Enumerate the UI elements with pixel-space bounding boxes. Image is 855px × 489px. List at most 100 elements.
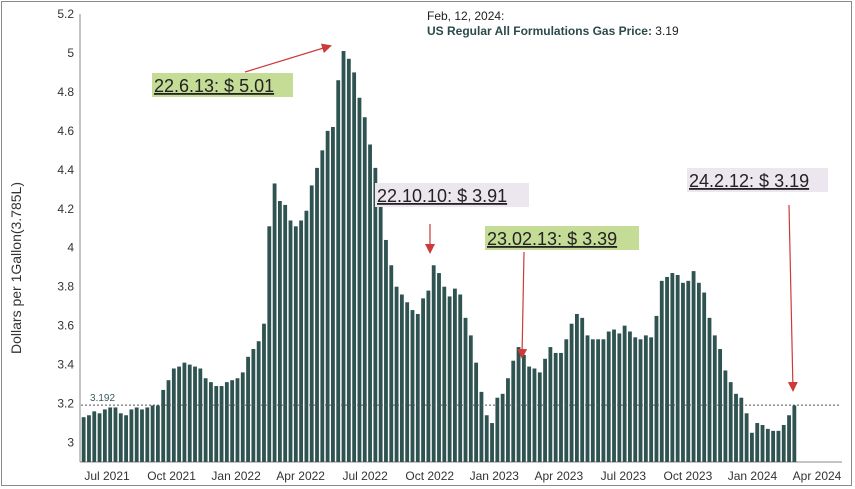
- price-bar[interactable]: [431, 265, 436, 462]
- price-bar[interactable]: [771, 430, 776, 462]
- price-bar[interactable]: [331, 126, 335, 462]
- price-bar[interactable]: [622, 325, 627, 462]
- price-bar[interactable]: [707, 317, 712, 462]
- price-bar[interactable]: [686, 280, 691, 462]
- price-bar[interactable]: [209, 382, 213, 462]
- price-bar[interactable]: [341, 51, 346, 462]
- price-bar[interactable]: [373, 167, 378, 462]
- price-bar[interactable]: [124, 415, 128, 462]
- price-bar[interactable]: [240, 372, 245, 462]
- price-bar[interactable]: [559, 352, 563, 462]
- price-bar[interactable]: [585, 335, 590, 462]
- price-bar[interactable]: [755, 423, 760, 462]
- price-bar[interactable]: [309, 185, 314, 462]
- price-bar[interactable]: [384, 239, 388, 462]
- price-bar[interactable]: [590, 339, 595, 462]
- price-bar[interactable]: [113, 407, 118, 462]
- price-bar[interactable]: [134, 407, 139, 462]
- price-bar[interactable]: [166, 380, 171, 462]
- price-bar[interactable]: [336, 80, 341, 462]
- price-bar[interactable]: [224, 382, 229, 462]
- price-bar[interactable]: [665, 276, 669, 462]
- price-bar[interactable]: [712, 335, 717, 462]
- price-bar[interactable]: [155, 405, 160, 462]
- price-bar[interactable]: [543, 358, 547, 462]
- price-bar[interactable]: [760, 424, 765, 462]
- price-bar[interactable]: [352, 72, 357, 463]
- price-bar[interactable]: [399, 294, 404, 462]
- price-bar[interactable]: [765, 428, 770, 462]
- price-bar[interactable]: [787, 415, 791, 462]
- price-bar[interactable]: [108, 407, 113, 462]
- price-bar[interactable]: [532, 368, 537, 463]
- price-bar[interactable]: [506, 378, 510, 462]
- price-bar[interactable]: [118, 413, 123, 462]
- price-bar[interactable]: [389, 265, 394, 462]
- price-bar[interactable]: [320, 150, 325, 462]
- price-bar[interactable]: [527, 366, 532, 462]
- price-bar[interactable]: [272, 183, 277, 462]
- price-bar[interactable]: [495, 397, 500, 462]
- price-bar[interactable]: [203, 378, 208, 462]
- price-bar[interactable]: [670, 273, 675, 462]
- price-bar[interactable]: [415, 313, 420, 462]
- price-bar[interactable]: [633, 337, 638, 462]
- price-bar[interactable]: [792, 405, 797, 462]
- price-bar[interactable]: [596, 339, 601, 462]
- price-bar[interactable]: [325, 130, 330, 462]
- price-bar[interactable]: [516, 347, 521, 462]
- price-bar[interactable]: [569, 323, 574, 462]
- price-bar[interactable]: [580, 317, 585, 462]
- price-bar[interactable]: [92, 411, 97, 462]
- price-bar[interactable]: [723, 370, 728, 462]
- price-bar[interactable]: [654, 315, 659, 462]
- price-bar[interactable]: [357, 97, 362, 462]
- price-bar[interactable]: [468, 335, 473, 462]
- price-bar[interactable]: [262, 323, 266, 462]
- price-bar[interactable]: [681, 282, 685, 462]
- price-bar[interactable]: [299, 220, 304, 462]
- price-bar[interactable]: [638, 339, 643, 462]
- price-bar[interactable]: [574, 313, 579, 462]
- price-bar[interactable]: [177, 366, 182, 462]
- price-bar[interactable]: [728, 382, 733, 462]
- price-bar[interactable]: [145, 407, 150, 462]
- price-bar[interactable]: [553, 352, 558, 462]
- price-bar[interactable]: [479, 391, 484, 462]
- price-bar[interactable]: [564, 339, 569, 462]
- price-bar[interactable]: [643, 335, 648, 462]
- price-bar[interactable]: [617, 333, 622, 462]
- price-bar[interactable]: [696, 282, 701, 462]
- price-bar[interactable]: [458, 294, 463, 462]
- price-bar[interactable]: [161, 389, 166, 462]
- price-bar[interactable]: [442, 286, 447, 462]
- price-bar[interactable]: [182, 362, 187, 462]
- price-bar[interactable]: [500, 393, 505, 462]
- price-bar[interactable]: [150, 405, 155, 462]
- price-bar[interactable]: [426, 290, 431, 462]
- price-bar[interactable]: [97, 413, 102, 462]
- price-bar[interactable]: [781, 424, 786, 462]
- price-bar[interactable]: [750, 432, 754, 462]
- price-bar[interactable]: [193, 366, 197, 462]
- price-bar[interactable]: [659, 280, 664, 462]
- price-bar[interactable]: [315, 167, 319, 462]
- price-bar[interactable]: [362, 117, 367, 462]
- price-bar[interactable]: [744, 413, 749, 462]
- price-bar[interactable]: [601, 339, 606, 462]
- price-bar[interactable]: [675, 275, 680, 462]
- price-bar[interactable]: [776, 430, 781, 462]
- price-bar[interactable]: [378, 202, 383, 462]
- price-bar[interactable]: [198, 368, 203, 463]
- price-bar[interactable]: [521, 354, 526, 462]
- price-bar[interactable]: [453, 288, 457, 462]
- price-bar[interactable]: [87, 415, 91, 462]
- price-bar[interactable]: [691, 271, 696, 462]
- price-bar[interactable]: [421, 298, 425, 462]
- price-bar[interactable]: [214, 386, 219, 462]
- price-bar[interactable]: [187, 364, 192, 462]
- price-bar[interactable]: [537, 372, 542, 462]
- price-bar[interactable]: [739, 397, 744, 462]
- price-bar[interactable]: [437, 273, 441, 462]
- price-bar[interactable]: [277, 200, 282, 463]
